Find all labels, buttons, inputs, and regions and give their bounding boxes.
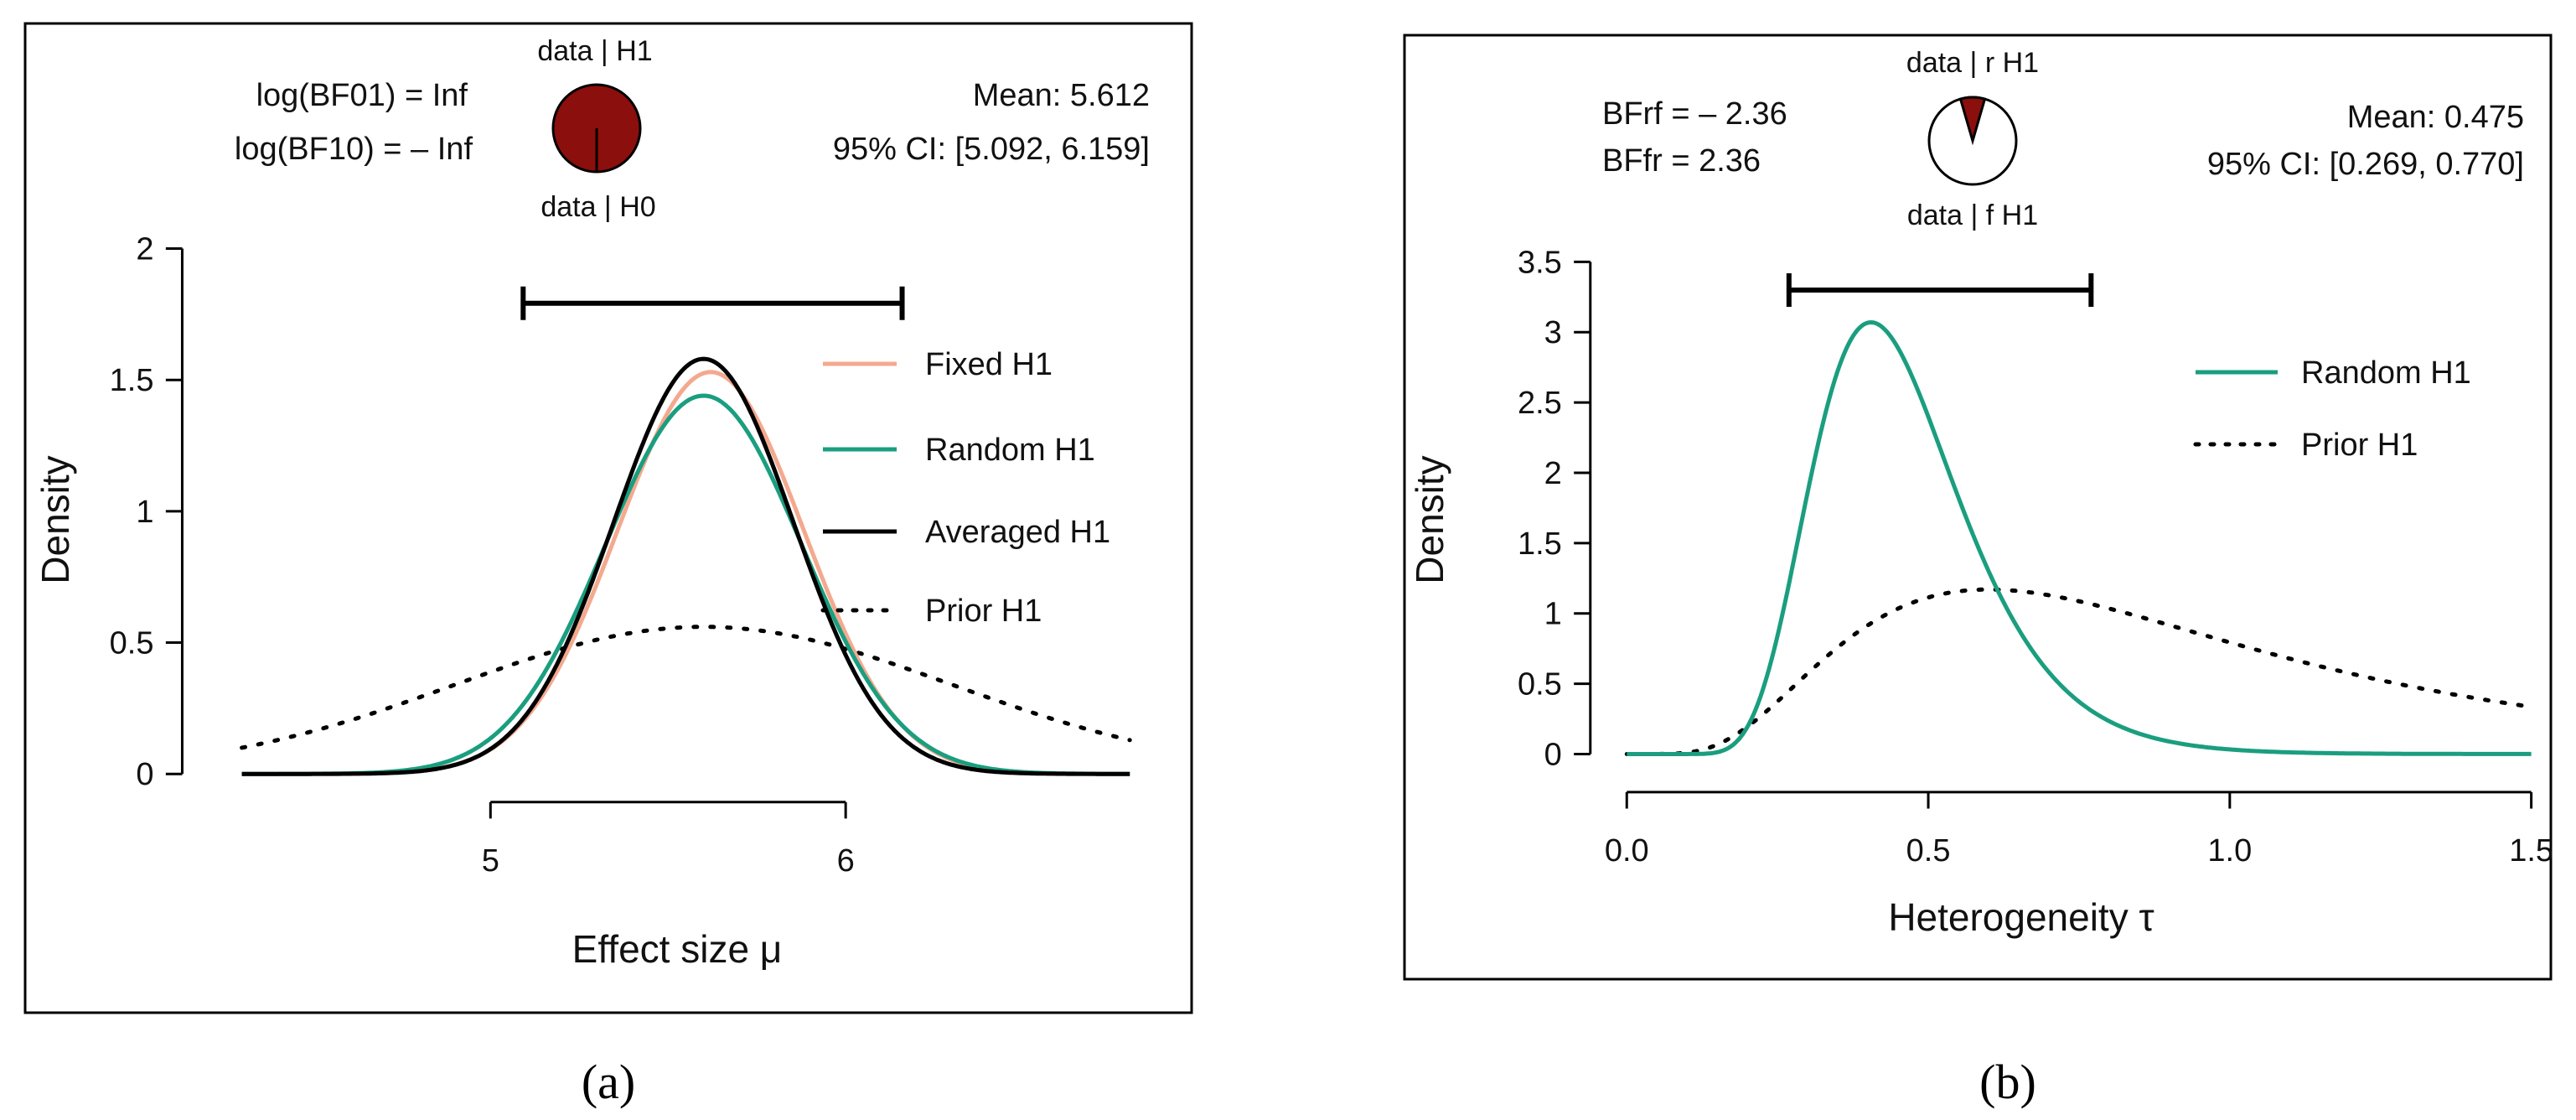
panel-b-x-tick-label: 1.0 — [2207, 833, 2252, 869]
panel-b-y-tick-label: 0.5 — [1518, 667, 1562, 703]
panel-b-mean-label: Mean: 0.475 — [2347, 100, 2524, 135]
panel-b-x-axis-title: Heterogeneity τ — [1888, 895, 2154, 939]
panel-a-frame — [23, 22, 1193, 1014]
panel-a-y-tick-label: 1.5 — [110, 363, 154, 398]
panel-b-y-tick-label: 2 — [1544, 456, 1562, 491]
panel-a-ci-bar — [520, 286, 905, 320]
panel-b-y-tick-label: 3.5 — [1518, 245, 1562, 280]
panel-a-y-tick-label: 0.5 — [110, 626, 154, 661]
panel-b-pie-bottom-label: data | f H1 — [1907, 200, 2038, 231]
panel-b-y-tick-label: 2.5 — [1518, 386, 1562, 421]
panel-b-curve-prior — [1624, 587, 2534, 756]
panel-b-y-axis-title: Density — [1408, 455, 1451, 583]
panel-a-x-tick-label: 5 — [482, 843, 499, 879]
panel-a-pie-top-label: data | H1 — [537, 35, 652, 67]
panel-a-y-tick-label: 2 — [136, 232, 153, 267]
panel-a-curves — [240, 356, 1132, 776]
panel-b-x-axis: 0.0 0.5 1.0 1.5 — [1605, 791, 2553, 869]
panel-b-ci-bar — [1786, 272, 2094, 307]
panel-a-bf10-label: log(BF10) = – Inf — [235, 132, 473, 167]
panel-a-y-axis: 0 0.5 1 1.5 2 — [110, 232, 184, 792]
panel-b-frame — [1403, 34, 2553, 981]
panel-a-y-tick-label: 0 — [136, 757, 153, 792]
panel-a-bf01-label: log(BF01) = Inf — [256, 78, 468, 113]
panel-a-curve-averaged — [241, 356, 1130, 776]
panel-b-legend: Random H1 Prior H1 — [2193, 355, 2471, 463]
panel-b-bf-fr-label: BFfr = 2.36 — [1602, 143, 1761, 179]
panel-a-ci-label: 95% CI: [5.092, 6.159] — [833, 132, 1150, 167]
panel-a-caption: (a) — [582, 1055, 635, 1109]
panel-b-x-tick-label: 0.5 — [1906, 833, 1951, 869]
panel-a-legend: Fixed H1 Random H1 Averaged H1 Prior H1 — [820, 347, 1110, 629]
panel-b-pie-slice-r — [1958, 96, 1987, 146]
panel-a: log(BF01) = Inf log(BF10) = – Inf data |… — [23, 22, 1193, 1014]
panel-b-caption: (b) — [1979, 1055, 2036, 1109]
panel-b-curves — [1624, 320, 2534, 756]
panel-b: BFrf = – 2.36 BFfr = 2.36 data | r H1 da… — [1403, 34, 2553, 981]
panel-b-pie-top-label: data | r H1 — [1906, 47, 2039, 79]
panel-a-mean-label: Mean: 5.612 — [973, 78, 1150, 113]
panel-a-legend-label-random: Random H1 — [925, 433, 1095, 468]
panel-b-y-tick-label: 1 — [1544, 597, 1562, 632]
panel-b-y-tick-label: 3 — [1544, 315, 1562, 350]
panel-b-legend-label-prior: Prior H1 — [2301, 428, 2418, 463]
panel-b-ci-label: 95% CI: [0.269, 0.770] — [2207, 147, 2524, 182]
panel-b-x-tick-label: 0.0 — [1605, 833, 1649, 869]
panel-b-y-axis: 0 0.5 1 1.5 2 2.5 3 3.5 — [1518, 245, 1592, 772]
panel-a-legend-label-prior: Prior H1 — [925, 594, 1042, 629]
panel-b-bf-rf-label: BFrf = – 2.36 — [1602, 96, 1787, 132]
panel-b-y-tick-label: 0 — [1544, 737, 1562, 772]
panel-b-curve-random — [1627, 320, 2532, 756]
panel-a-curve-prior — [240, 625, 1132, 750]
panel-b-y-tick-label: 1.5 — [1518, 526, 1562, 562]
panel-a-x-tick-label: 6 — [837, 843, 855, 879]
panel-a-x-axis-title: Effect size μ — [572, 927, 783, 971]
panel-b-x-tick-label: 1.5 — [2509, 833, 2553, 869]
panel-b-legend-label-random: Random H1 — [2301, 355, 2471, 391]
panel-a-y-tick-label: 1 — [136, 495, 153, 530]
panel-a-y-axis-title: Density — [34, 455, 77, 583]
panel-a-legend-label-averaged: Averaged H1 — [925, 515, 1110, 550]
panel-a-legend-label-fixed: Fixed H1 — [925, 347, 1053, 382]
panel-a-pie-bottom-label: data | H0 — [541, 191, 655, 223]
panel-a-pie-chart — [551, 83, 642, 174]
panel-b-pie-chart — [1927, 96, 2018, 186]
